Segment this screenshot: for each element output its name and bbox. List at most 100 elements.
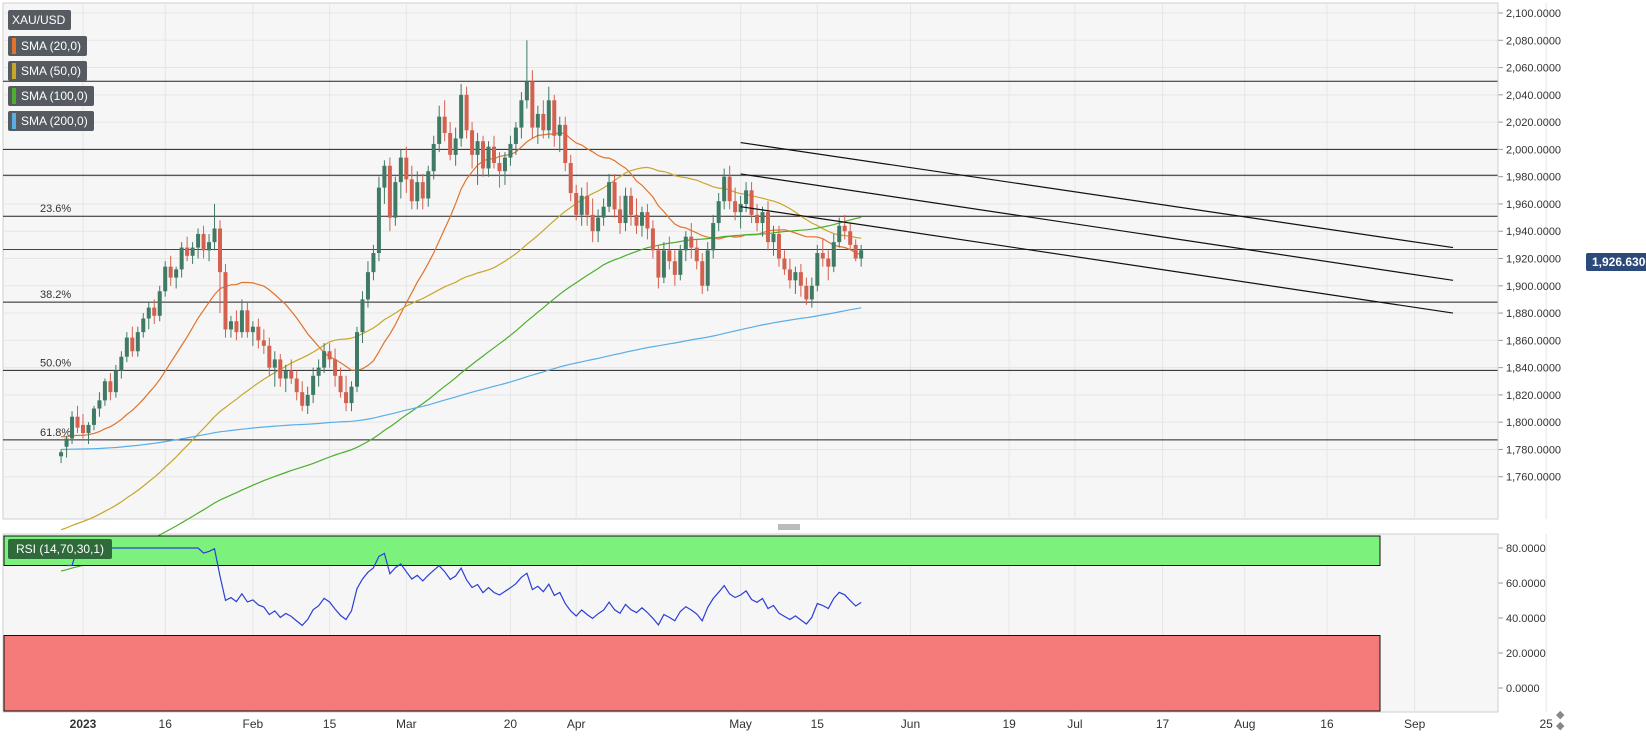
- x-tick-label: 20: [504, 717, 518, 731]
- candle-body: [365, 272, 370, 300]
- symbol-text: XAU/USD: [12, 13, 66, 27]
- candle-body: [502, 157, 507, 172]
- candle-body: [437, 116, 442, 144]
- candle-body: [590, 214, 595, 232]
- candle-body: [261, 340, 266, 346]
- indicator-legend-item[interactable]: SMA (100,0): [8, 86, 94, 106]
- candle-body: [568, 163, 573, 194]
- y-tick-label: 1,780.0000: [1506, 444, 1561, 456]
- candle-body: [700, 261, 705, 286]
- y-tick-label: 2,000.0000: [1506, 144, 1561, 156]
- candle-body: [694, 247, 699, 262]
- x-tick-label: Aug: [1234, 717, 1255, 731]
- x-tick-label: 16: [159, 717, 173, 731]
- candle-body: [245, 310, 250, 333]
- candle-body: [212, 228, 217, 243]
- candle-body: [185, 247, 190, 256]
- y-axis: 2,100.0000 2,080.0000 2,060.0000 2,040.0000…: [1497, 3, 1561, 519]
- y-tick-label: 1,760.0000: [1506, 472, 1561, 484]
- candle-body: [837, 225, 842, 243]
- candle-body: [711, 223, 716, 251]
- indicator-legend-item[interactable]: SMA (20,0): [8, 36, 88, 56]
- candle-body: [86, 424, 91, 434]
- candle-body: [716, 201, 721, 224]
- x-tick-label: Jul: [1067, 717, 1082, 731]
- y-tick-label: 1,800.0000: [1506, 417, 1561, 429]
- candle-body: [744, 190, 749, 204]
- indicator-legend-item[interactable]: SMA (50,0): [8, 61, 88, 81]
- fibonacci-label: 23.6%: [40, 203, 71, 215]
- candle-body: [585, 195, 590, 215]
- candle-body: [727, 176, 732, 202]
- candle-body: [552, 100, 557, 136]
- indicator-legend-label: SMA (100,0): [21, 89, 88, 103]
- candle-body: [618, 209, 623, 224]
- candle-body: [59, 452, 64, 457]
- candle-body: [448, 133, 453, 155]
- candle-body: [749, 190, 754, 215]
- rsi-label[interactable]: RSI (14,70,30,1): [8, 539, 113, 559]
- candle-body: [672, 261, 677, 275]
- candle-body: [557, 124, 562, 136]
- indicator-color-swatch: [12, 63, 16, 79]
- candle-body: [793, 272, 798, 281]
- candle-body: [157, 291, 162, 316]
- candle-body: [656, 250, 661, 278]
- candle-body: [130, 337, 135, 352]
- candle-body: [634, 214, 639, 226]
- y-tick-label: 1,980.0000: [1506, 172, 1561, 184]
- candle-body: [442, 116, 447, 134]
- candle-body: [387, 165, 392, 218]
- candle-body: [492, 146, 496, 164]
- candle-body: [831, 242, 836, 267]
- candle-body: [546, 100, 551, 131]
- candle-body: [459, 94, 464, 139]
- y-tick-label: 2,100.0000: [1506, 8, 1561, 20]
- candle-body: [409, 179, 414, 202]
- candle-body: [119, 356, 124, 371]
- candle-body: [316, 367, 321, 376]
- fibonacci-label: 50.0%: [40, 357, 71, 369]
- candle-body: [250, 326, 255, 333]
- y-tick-label: 1,920.0000: [1506, 254, 1561, 266]
- candle-body: [464, 94, 469, 131]
- candle-body: [776, 233, 781, 259]
- candle-body: [75, 416, 80, 428]
- rsi-oversold-zone: [3, 635, 1381, 712]
- y-tick-label: 2,040.0000: [1506, 90, 1561, 102]
- candle-body: [322, 351, 327, 368]
- candle-body: [667, 250, 672, 262]
- candle-body: [272, 359, 277, 368]
- candle-body: [563, 124, 568, 164]
- symbol-label[interactable]: XAU/USD: [8, 10, 72, 30]
- candle-body: [755, 214, 760, 224]
- candle-body: [152, 307, 157, 316]
- candle-body: [771, 233, 776, 243]
- y-tick-label: 1,900.0000: [1506, 281, 1561, 293]
- candle-body: [294, 378, 299, 393]
- candle-body: [267, 345, 272, 368]
- indicator-legend-label: SMA (50,0): [21, 64, 82, 78]
- candle-body: [426, 171, 431, 199]
- candle-body: [524, 81, 529, 101]
- indicator-legend-item[interactable]: SMA (200,0): [8, 111, 94, 131]
- y-tick-label: 1,880.0000: [1506, 308, 1561, 320]
- candle-body: [179, 247, 184, 270]
- channel-layer: [740, 141, 1454, 314]
- rsi-tick-label: 40.0000: [1506, 613, 1546, 625]
- candle-body: [333, 359, 338, 376]
- x-axis: 2023 16 Feb 15 Mar 20 Apr May 15 Jun 19 Jul 17 Aug 16 S…: [70, 717, 1554, 731]
- candle-body: [207, 242, 212, 251]
- candle-body: [431, 143, 436, 172]
- panel-resize-handle[interactable]: [778, 524, 800, 530]
- candle-body: [141, 318, 146, 333]
- candle-body: [623, 195, 628, 224]
- candle-body: [607, 182, 612, 207]
- candle-body: [453, 138, 458, 155]
- candle-body: [371, 253, 376, 273]
- candle-body: [853, 244, 858, 259]
- candle-body: [91, 408, 96, 425]
- candle-body: [705, 250, 710, 286]
- sma-line: [60, 216, 862, 572]
